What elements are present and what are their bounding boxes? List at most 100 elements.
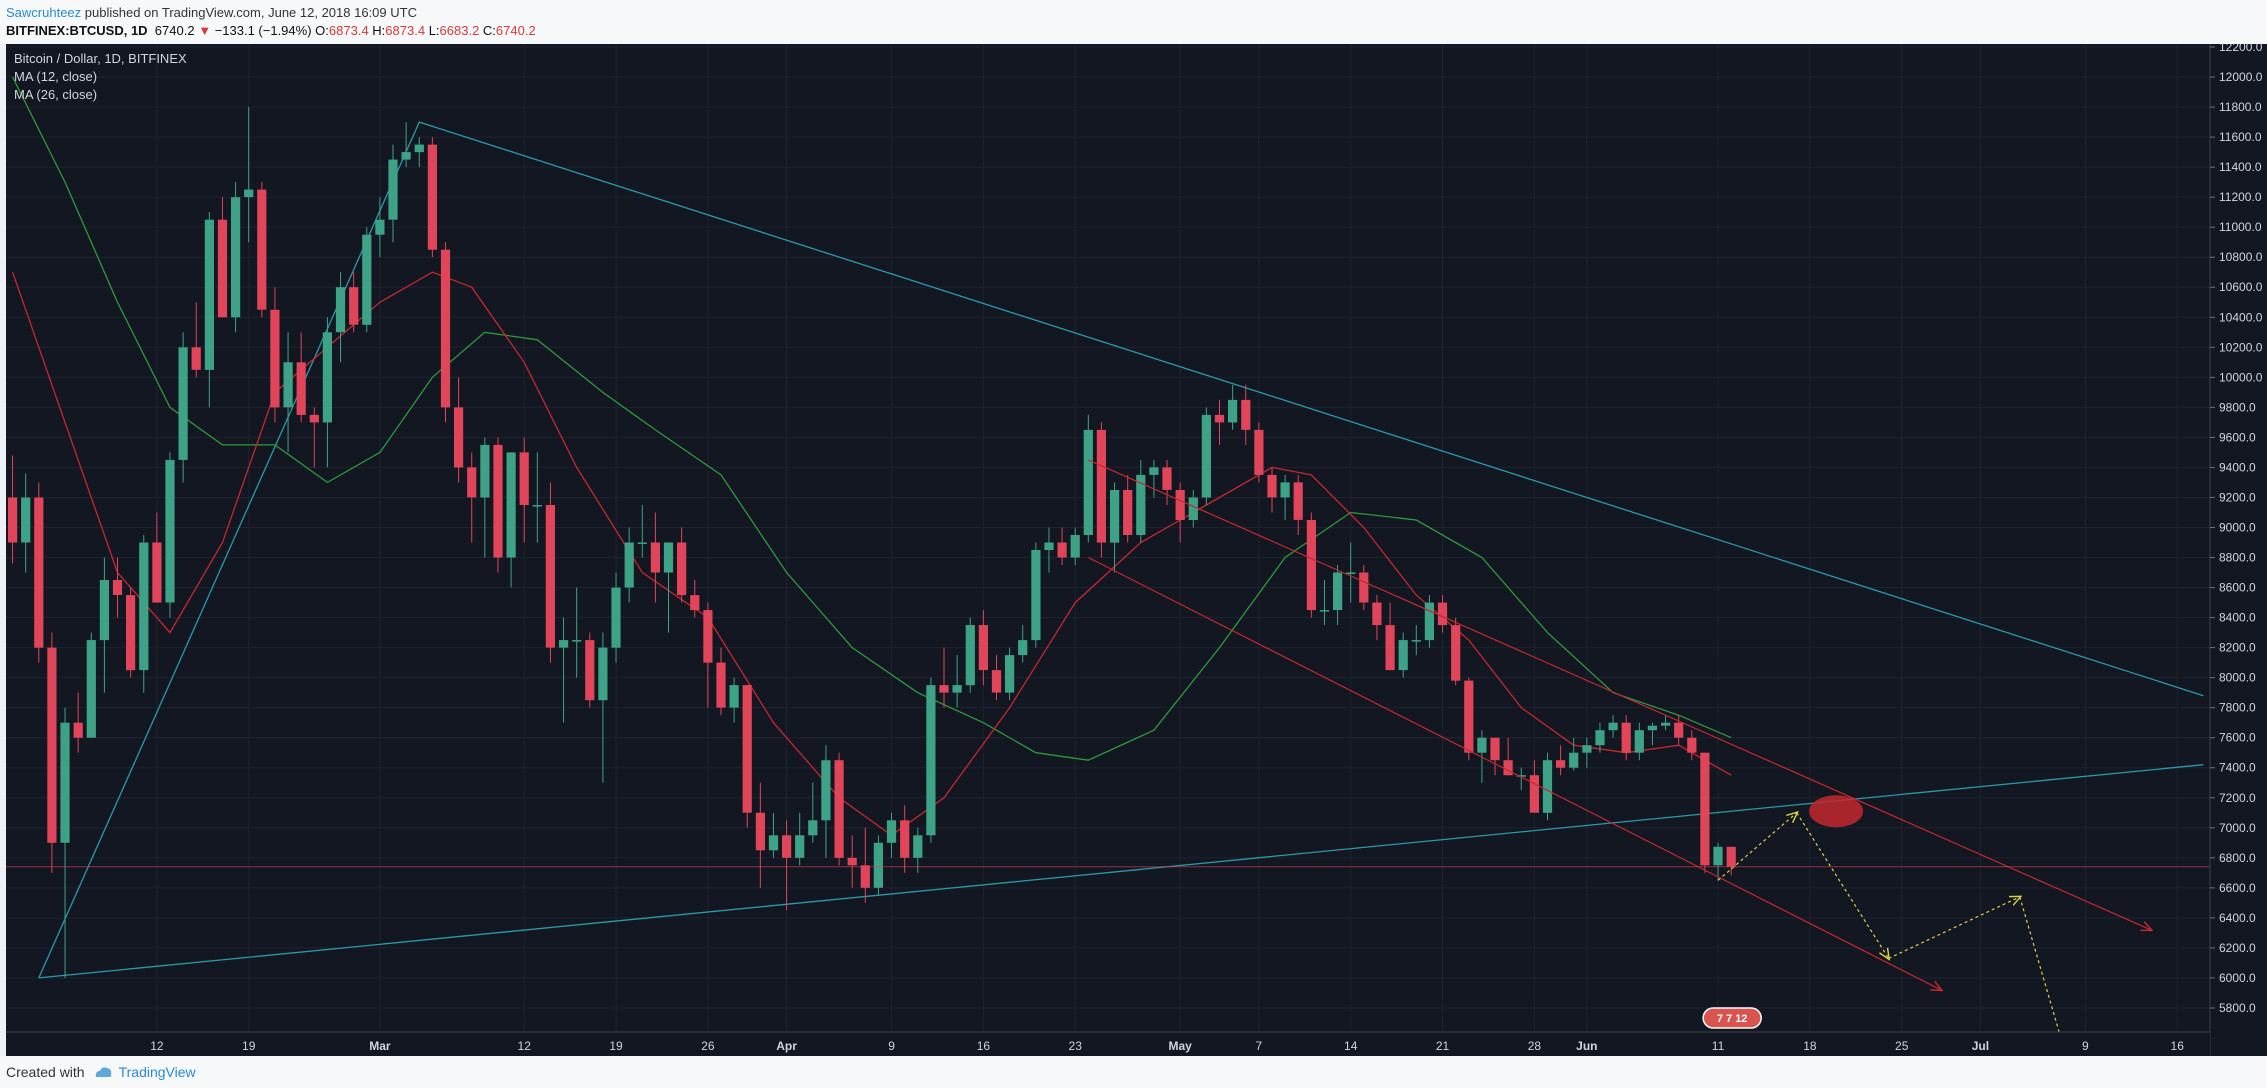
time-tick-label: 9 bbox=[2082, 1039, 2089, 1053]
candle-body bbox=[34, 497, 44, 648]
candle-body bbox=[1083, 429, 1093, 535]
price-tick-label: 6200.0 bbox=[2219, 941, 2256, 955]
price-tick-label: 9400.0 bbox=[2219, 460, 2256, 474]
price-tick-label: 5800.0 bbox=[2219, 1001, 2256, 1015]
change-arrow-icon: ▼ bbox=[198, 23, 212, 38]
close-value: 6740.2 bbox=[495, 23, 536, 38]
candle-body bbox=[650, 542, 660, 573]
price-tick-label: 7600.0 bbox=[2219, 731, 2256, 745]
price-tick-label: 9200.0 bbox=[2219, 490, 2256, 504]
candle-body bbox=[1529, 775, 1539, 813]
candle-body bbox=[545, 505, 555, 648]
publish-info: Sawcruhteez published on TradingView.com… bbox=[6, 5, 417, 20]
candle-body bbox=[165, 459, 175, 603]
candle-body bbox=[755, 812, 765, 851]
time-axis-labels: 12 19 Mar 12 19 26 Apr 9 16 23 May 7 14 21 28 Jun 11 18 25… bbox=[150, 1039, 2184, 1053]
candle-body bbox=[598, 647, 608, 701]
high-value: 6873.4 bbox=[385, 23, 426, 38]
candle-body bbox=[532, 505, 542, 507]
candle-body bbox=[1661, 722, 1671, 726]
tradingview-link[interactable]: TradingView bbox=[118, 1064, 196, 1080]
candle-body bbox=[440, 249, 451, 408]
candle-body bbox=[152, 542, 162, 603]
time-tick-label: Jul bbox=[1972, 1039, 1989, 1053]
candle-body bbox=[572, 640, 582, 642]
chart-header: Sawcruhteez published on TradingView.com… bbox=[0, 0, 2267, 44]
candle-body bbox=[978, 625, 988, 671]
time-tick-label: 18 bbox=[1803, 1039, 1817, 1053]
time-tick-label: Jun bbox=[1576, 1039, 1597, 1053]
candle-body bbox=[1490, 737, 1500, 761]
candle-body bbox=[270, 309, 280, 408]
candle-body bbox=[1136, 474, 1146, 535]
time-tick-label: Apr bbox=[776, 1039, 797, 1053]
price-tick-label: 6800.0 bbox=[2219, 851, 2256, 865]
candle-body bbox=[309, 414, 319, 423]
candle-body bbox=[47, 647, 57, 843]
candle-body bbox=[1110, 490, 1120, 543]
price-axis-labels: 5800.0 6000.0 6200.0 6400.0 6600.0 6800.0 7000… bbox=[2210, 44, 2263, 1015]
candle-body bbox=[782, 835, 792, 858]
price-tick-label: 8000.0 bbox=[2219, 671, 2256, 685]
candle-body bbox=[742, 685, 752, 813]
candle-body bbox=[1175, 490, 1185, 520]
symbol-name: BITFINEX:BTCUSD, 1D bbox=[6, 23, 148, 38]
candle-body bbox=[1319, 610, 1330, 612]
candle-body bbox=[362, 234, 372, 325]
candle-body bbox=[1346, 572, 1356, 574]
candle-body bbox=[335, 287, 346, 333]
channel-lower-arrow bbox=[1088, 556, 1941, 990]
candle-body bbox=[480, 444, 490, 498]
candle-body bbox=[1621, 722, 1631, 753]
candle-body bbox=[1674, 722, 1684, 738]
price-tick-label: 10400.0 bbox=[2219, 310, 2263, 324]
candle-body bbox=[1608, 722, 1618, 731]
candlestick-chart[interactable]: 6740.27 7 12 5800.06000.06200.06400.0660… bbox=[0, 44, 2267, 1056]
candle-body bbox=[1595, 730, 1605, 746]
open-label: O: bbox=[315, 23, 329, 38]
candle-body bbox=[126, 595, 136, 671]
price-tick-label: 11600.0 bbox=[2219, 130, 2262, 144]
time-tick-label: 26 bbox=[701, 1039, 715, 1053]
price-tick-label: 8200.0 bbox=[2219, 641, 2256, 655]
price-axis[interactable] bbox=[2210, 44, 2267, 1056]
time-tick-label: 19 bbox=[242, 1039, 256, 1053]
grid bbox=[6, 44, 2210, 1032]
candle-body bbox=[1254, 429, 1264, 475]
candle-body bbox=[1569, 752, 1579, 768]
time-tick-label: 16 bbox=[977, 1039, 991, 1053]
candle-body bbox=[991, 670, 1002, 693]
candle-body bbox=[1687, 737, 1697, 753]
candle-body bbox=[1306, 520, 1316, 611]
price-tick-label: 8600.0 bbox=[2219, 581, 2256, 595]
time-tick-label: 21 bbox=[1436, 1039, 1450, 1053]
candle-body bbox=[1700, 752, 1710, 866]
price-tick-label: 11000.0 bbox=[2219, 220, 2262, 234]
candle-body bbox=[427, 144, 437, 250]
price-tick-label: 6600.0 bbox=[2219, 881, 2256, 895]
candle-body bbox=[795, 835, 805, 858]
candle-body bbox=[1398, 640, 1408, 671]
candle-body bbox=[467, 467, 477, 498]
candle-body bbox=[60, 722, 70, 843]
time-axis[interactable] bbox=[6, 1032, 2210, 1056]
price-tick-label: 12200.0 bbox=[2219, 44, 2263, 54]
candle-body bbox=[1437, 602, 1448, 626]
candle-body bbox=[231, 197, 241, 318]
tradingview-logo-icon bbox=[93, 1065, 113, 1082]
time-tick-label: 11 bbox=[1712, 1039, 1725, 1053]
candle-body bbox=[1005, 655, 1015, 693]
author-link[interactable]: Sawcruhteez bbox=[6, 5, 82, 20]
candle-body bbox=[611, 587, 621, 648]
candle-body bbox=[1713, 846, 1723, 866]
candle-body bbox=[637, 542, 647, 544]
price-tick-label: 8400.0 bbox=[2219, 611, 2256, 625]
time-tick-label: May bbox=[1168, 1039, 1192, 1053]
candle-body bbox=[690, 595, 700, 611]
high-label: H: bbox=[372, 23, 386, 38]
projection-arrow bbox=[1888, 897, 2020, 959]
candle-body bbox=[1411, 640, 1421, 642]
candle-body bbox=[559, 640, 569, 648]
projection-arrow bbox=[1796, 812, 1889, 959]
price-change: −133.1 (−1.94%) bbox=[214, 23, 312, 38]
